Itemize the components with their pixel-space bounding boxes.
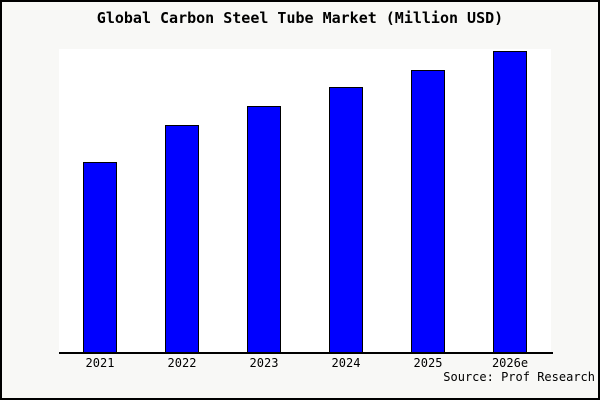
x-tick-label-2025: 2025 (413, 356, 443, 370)
x-tick-label-2026e: 2026e (491, 356, 529, 370)
x-tick-label-2022: 2022 (167, 356, 197, 370)
x-axis-labels: 2021 2022 2023 2024 2025 2026e (59, 356, 551, 372)
x-tick-label-2023: 2023 (249, 356, 279, 370)
bar-2025 (411, 70, 445, 352)
chart-title: Global Carbon Steel Tube Market (Million… (96, 9, 504, 27)
source-note: Source: Prof Research (443, 370, 595, 384)
bar-2022 (165, 125, 199, 352)
bar-2024 (329, 87, 363, 352)
bar-2026e (493, 51, 527, 352)
plot-area (59, 49, 551, 352)
bar-2021 (83, 162, 117, 352)
bar-2023 (247, 106, 281, 352)
bars-layer (59, 49, 551, 352)
x-tick-label-2021: 2021 (85, 356, 115, 370)
x-axis-line (59, 352, 553, 354)
x-tick-label-2024: 2024 (331, 356, 361, 370)
